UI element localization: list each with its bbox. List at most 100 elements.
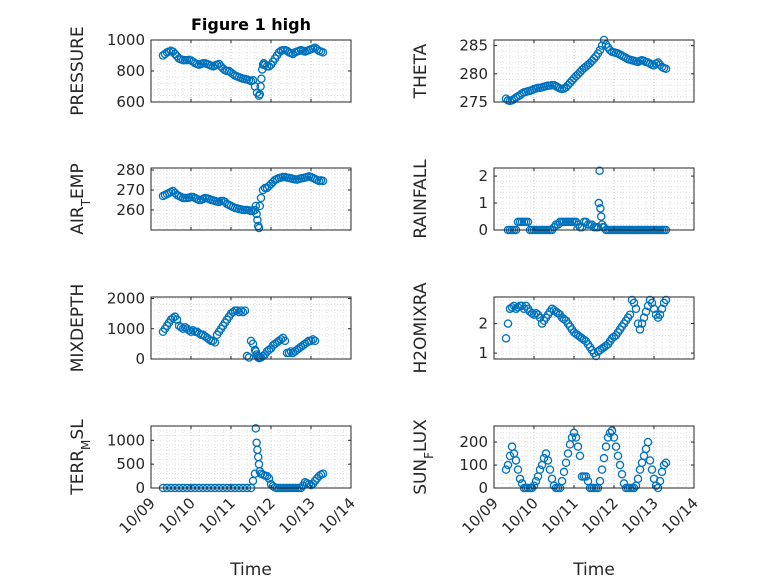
axes-box — [150, 425, 352, 489]
data-point — [318, 469, 328, 478]
axes-box — [493, 425, 695, 489]
data-point — [659, 460, 669, 470]
data-point — [513, 465, 523, 474]
data-point — [629, 298, 639, 308]
data-point — [178, 324, 188, 334]
data-point — [310, 336, 320, 346]
data-point — [503, 319, 513, 328]
data-point — [262, 471, 272, 481]
y-tick-label: 0 — [135, 350, 145, 368]
data-point — [575, 451, 585, 461]
y-axis-label: H2OMIXRA — [411, 282, 431, 373]
data-point — [615, 460, 625, 470]
figure-title: Figure 1 high — [191, 15, 311, 34]
data-point — [559, 467, 569, 477]
data-point — [251, 424, 261, 433]
data-point — [240, 306, 250, 315]
y-axis-label: MIXDEPTH — [68, 284, 88, 373]
data-point — [228, 307, 238, 317]
subplot-h2omixra: 1 2 H2OMIXRA — [411, 282, 695, 374]
data-point — [535, 465, 545, 474]
data-point — [250, 469, 260, 478]
y-tick-label: 280 — [459, 65, 488, 83]
data-point — [603, 433, 613, 442]
subplot-pressure: 600 800 1000 PRESSURE — [68, 26, 352, 116]
axes-box — [493, 296, 695, 360]
data-point — [597, 41, 607, 50]
data-point — [511, 456, 521, 465]
data-point — [252, 209, 261, 219]
y-tick-label: 1000 — [107, 31, 145, 49]
y-tick-label: 1000 — [107, 431, 145, 449]
y-tick-label: 800 — [116, 62, 145, 80]
y-tick-label: 285 — [459, 37, 488, 55]
data-point — [635, 325, 645, 334]
data-point — [306, 336, 316, 346]
data-point — [557, 476, 567, 486]
y-axis-label: RAINFALL — [411, 159, 431, 239]
y-tick-label: 0 — [478, 479, 488, 497]
y-tick-label: 260 — [116, 201, 145, 219]
data-point — [596, 204, 605, 213]
data-point — [655, 476, 665, 486]
data-point — [613, 451, 623, 461]
data-point — [609, 433, 619, 442]
data-point — [633, 319, 643, 328]
data-point — [594, 198, 604, 208]
data-point — [258, 185, 268, 195]
data-point — [631, 304, 641, 314]
data-point — [563, 449, 573, 458]
data-point — [641, 307, 651, 317]
data-point — [655, 310, 665, 319]
data-point — [643, 437, 653, 447]
axes-box — [150, 296, 352, 360]
subplot-mixdepth: 0 1000 2000 MIXDEPTH — [68, 284, 352, 373]
y-tick-label: 1000 — [107, 320, 145, 338]
data-point — [501, 334, 511, 343]
y-tick-label: 0 — [478, 221, 488, 239]
data-point — [581, 472, 591, 481]
data-point — [527, 308, 537, 318]
y-tick-label: 500 — [116, 455, 145, 473]
data-point — [625, 310, 635, 319]
data-point — [523, 217, 533, 227]
data-point — [256, 193, 266, 203]
data-point — [184, 326, 194, 335]
data-point — [633, 474, 643, 484]
data-point — [276, 335, 286, 344]
data-point — [595, 476, 605, 486]
y-tick-label: 600 — [116, 93, 145, 111]
y-tick-label: 2 — [478, 315, 488, 333]
data-point — [611, 442, 621, 451]
data-point — [515, 474, 525, 484]
data-point — [238, 307, 248, 317]
data-point — [232, 306, 242, 315]
data-point — [647, 298, 657, 308]
data-point — [637, 319, 647, 328]
data-point — [503, 460, 513, 470]
y-tick-label: 270 — [116, 181, 145, 199]
data-point — [661, 64, 671, 73]
data-point — [264, 474, 274, 483]
subplot-theta: 275 280 285 THETA — [411, 35, 695, 111]
data-point — [591, 351, 601, 361]
axes-box — [493, 39, 695, 103]
data-point — [257, 74, 266, 84]
data-point — [236, 306, 246, 315]
y-tick-label: 100 — [459, 456, 488, 474]
data-point — [254, 223, 264, 233]
y-tick-label: 200 — [459, 433, 488, 451]
data-point — [661, 295, 671, 305]
data-point — [589, 54, 599, 63]
data-point — [176, 322, 186, 332]
data-point — [507, 303, 517, 312]
data-point — [286, 347, 296, 356]
data-point — [561, 458, 571, 467]
data-point — [308, 335, 318, 344]
data-point — [657, 304, 667, 314]
data-point — [242, 351, 252, 361]
y-tick-label: 2000 — [107, 290, 145, 308]
